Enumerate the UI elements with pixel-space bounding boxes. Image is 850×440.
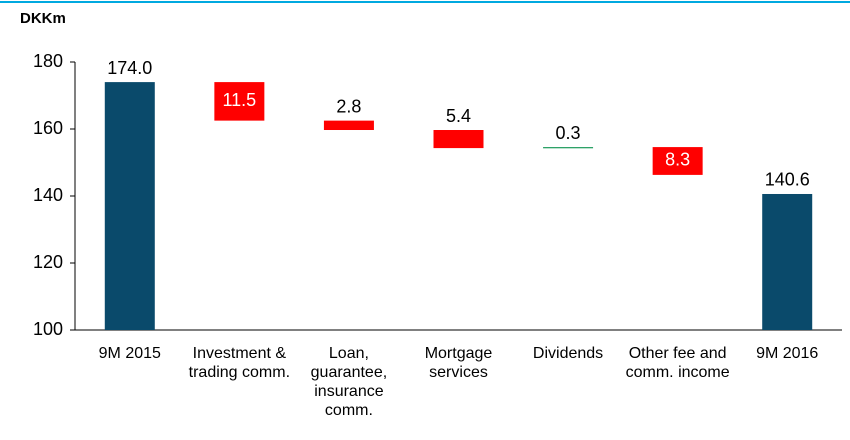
y-tick-label: 180	[33, 51, 63, 71]
bar	[543, 147, 594, 149]
bar	[762, 193, 813, 330]
y-tick-label: 120	[33, 252, 63, 272]
value-label: 140.6	[765, 170, 810, 190]
y-tick-label: 140	[33, 185, 63, 205]
value-label: 11.5	[223, 90, 257, 110]
bar	[104, 82, 155, 330]
value-label: 0.3	[556, 123, 581, 143]
bar	[323, 120, 374, 131]
bar	[433, 130, 484, 149]
x-tick-label: Other fee and comm. income	[625, 345, 730, 381]
x-tick-label: Mortgage services	[424, 345, 493, 381]
bar	[652, 147, 703, 175]
y-tick-label: 160	[33, 118, 63, 138]
value-label: 2.8	[336, 96, 361, 116]
x-tick-label: Loan, guarantee, insurance comm.	[310, 345, 388, 419]
value-label: 174.0	[107, 58, 152, 78]
bar	[214, 82, 265, 121]
x-tick-label: Investment & trading comm.	[188, 345, 291, 381]
x-tick-label: 9M 2016	[756, 345, 819, 362]
x-tick-label: Dividends	[532, 345, 604, 362]
axis-label: DKKm	[20, 10, 66, 27]
value-label: 5.4	[446, 106, 471, 126]
y-tick-label: 100	[33, 319, 63, 339]
x-tick-label: 9M 2015	[98, 345, 161, 362]
value-label: 8.3	[665, 150, 690, 170]
